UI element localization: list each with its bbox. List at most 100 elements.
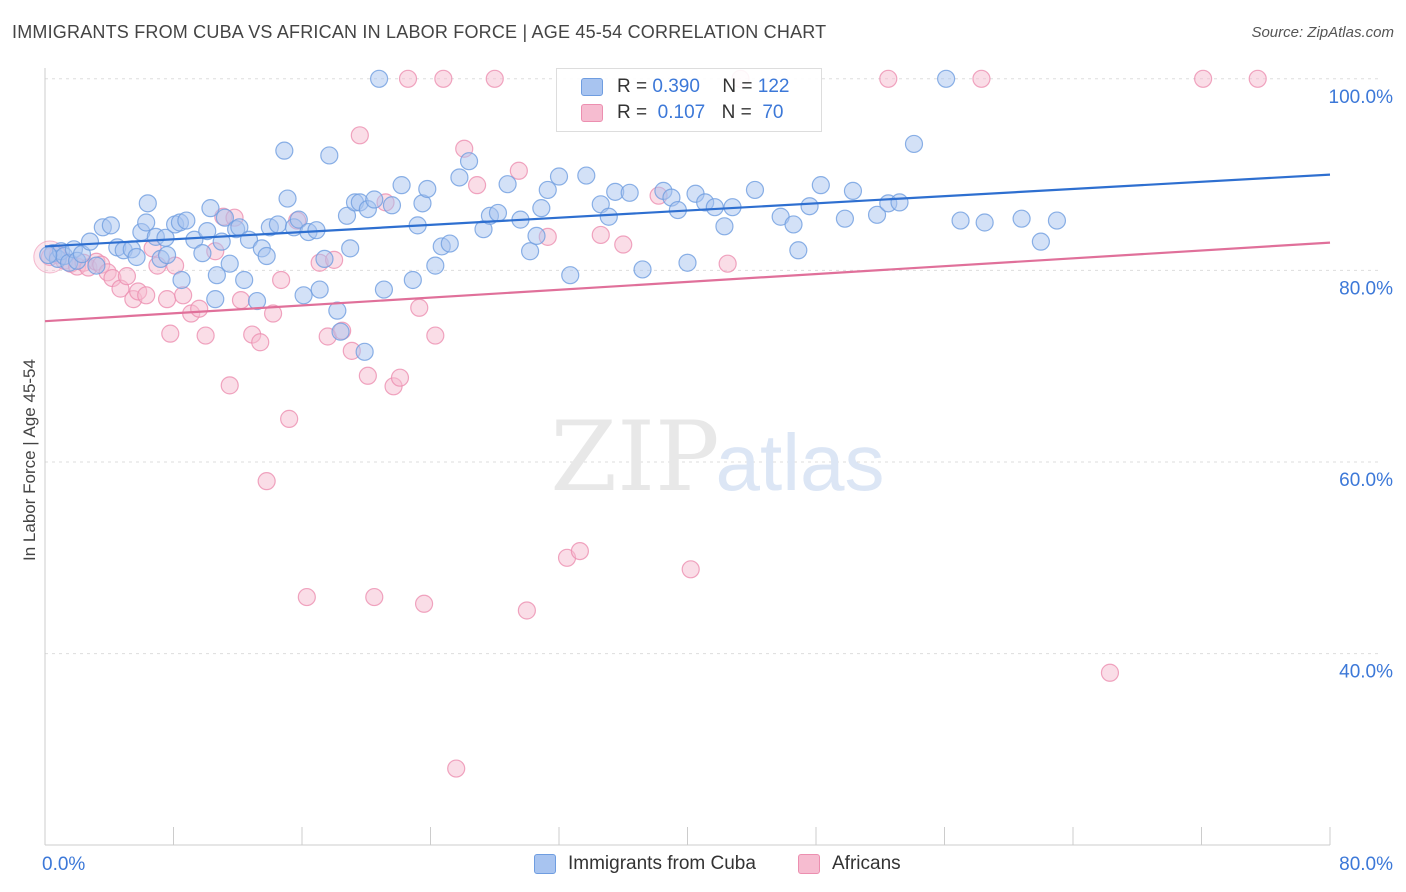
- africans-point: [718, 254, 737, 273]
- africans-point: [398, 69, 418, 88]
- cuba-point: [172, 270, 191, 290]
- cuba-point: [275, 141, 294, 160]
- cuba-point: [975, 213, 994, 232]
- legend-r-value: 0.107: [657, 102, 706, 123]
- cuba-point: [561, 266, 580, 285]
- africans-trend-line: [44, 241, 1331, 323]
- cuba-point: [206, 290, 225, 309]
- africans-point: [190, 299, 209, 318]
- legend-r-label: R =: [617, 102, 648, 123]
- bottom-legend-cuba: Immigrants from Cuba: [534, 852, 756, 876]
- cuba-point: [80, 232, 100, 251]
- cuba-point: [268, 215, 288, 234]
- cuba-point: [1012, 209, 1031, 228]
- cuba-point: [337, 206, 357, 225]
- x-tick-labels: 0.0% 80.0%: [42, 854, 1393, 875]
- cuba-point: [355, 342, 374, 361]
- stats-legend: R = 0.390 N = 122 R = 0.107 N = 70: [556, 68, 822, 132]
- x-tick-label: 80.0%: [1339, 854, 1393, 875]
- cuba-point: [382, 196, 402, 215]
- cuba-point: [599, 207, 618, 226]
- africans-point: [220, 376, 239, 395]
- africans-point: [257, 472, 276, 491]
- africans-point: [231, 290, 251, 310]
- africans-point: [509, 161, 528, 180]
- cuba-point: [678, 253, 697, 272]
- africans-point: [414, 594, 434, 613]
- africans-point: [426, 326, 445, 345]
- grid-lines: [45, 78, 1380, 655]
- africans-point: [434, 69, 453, 88]
- legend-row-africans: R = 0.107 N = 70: [581, 101, 783, 125]
- cuba-point: [315, 249, 334, 269]
- cuba-point: [890, 193, 909, 212]
- watermark-atlas: atlas: [716, 418, 885, 507]
- cuba-point: [498, 175, 517, 194]
- cuba-point: [835, 209, 855, 228]
- cuba-point: [705, 198, 724, 217]
- cuba-point: [403, 270, 422, 290]
- africans-point: [517, 601, 536, 620]
- cuba-point: [867, 205, 887, 224]
- africans-point: [196, 326, 215, 345]
- africans-point: [410, 298, 429, 317]
- cuba-point: [577, 166, 596, 185]
- cuba-point: [374, 280, 394, 299]
- cuba-point: [633, 260, 652, 279]
- africans-point: [297, 587, 316, 607]
- cuba-point: [426, 256, 445, 275]
- cuba-point: [418, 179, 437, 199]
- cuba-point: [365, 190, 384, 209]
- africans-point: [251, 333, 270, 352]
- cuba-point: [215, 208, 234, 227]
- africans-point: [614, 235, 633, 254]
- cuba-point: [220, 254, 239, 273]
- legend-n-label: N =: [721, 102, 752, 123]
- cuba-points: [39, 69, 1067, 361]
- watermark-zip: ZIP: [550, 401, 719, 513]
- trend-lines: [44, 173, 1331, 323]
- africans-point: [174, 286, 193, 305]
- cuba-point: [620, 183, 639, 202]
- cuba-point: [520, 242, 540, 261]
- legend-swatch-africans: [581, 104, 603, 122]
- africans-point: [365, 587, 384, 607]
- legend-row-cuba: R = 0.390 N = 122: [581, 75, 789, 99]
- bottom-swatch-cuba: [534, 854, 556, 874]
- y-tick-label: 100.0%: [1329, 87, 1394, 108]
- cuba-point: [715, 217, 734, 236]
- cuba-point: [800, 197, 819, 216]
- cuba-point: [784, 215, 803, 234]
- cuba-point: [320, 146, 339, 165]
- cuba-point: [937, 69, 956, 88]
- y-tick-labels: 40.0% 60.0% 80.0% 100.0%: [1329, 87, 1394, 683]
- cuba-point: [951, 211, 970, 230]
- cuba-point: [138, 194, 157, 213]
- chart-title: IMMIGRANTS FROM CUBA VS AFRICAN IN LABOR…: [12, 22, 827, 42]
- africans-point: [591, 225, 610, 245]
- bottom-legend-africans: Africans: [798, 852, 901, 876]
- cuba-point: [101, 216, 120, 235]
- bottom-legend-label-cuba: Immigrants from Cuba: [568, 853, 756, 874]
- cuba-point: [904, 134, 924, 154]
- africans-point: [1100, 663, 1120, 682]
- legend-n-value: 70: [762, 102, 784, 123]
- bottom-swatch-africans: [798, 854, 820, 874]
- legend-n-label: N =: [722, 76, 753, 97]
- cuba-point: [87, 256, 106, 275]
- cuba-point: [331, 322, 350, 341]
- y-tick-label: 40.0%: [1339, 662, 1393, 683]
- cuba-point: [177, 211, 196, 230]
- africans-point: [1194, 69, 1213, 88]
- africans-point: [447, 759, 466, 778]
- cuba-point: [488, 203, 508, 223]
- bottom-legend-label-africans: Africans: [832, 853, 901, 874]
- cuba-point: [137, 213, 156, 232]
- cuba-point: [247, 291, 267, 311]
- legend-r-value: 0.390: [652, 76, 700, 97]
- cuba-point: [185, 230, 204, 249]
- africans-point: [681, 560, 700, 579]
- africans-point: [467, 176, 487, 195]
- africans-point: [485, 69, 504, 88]
